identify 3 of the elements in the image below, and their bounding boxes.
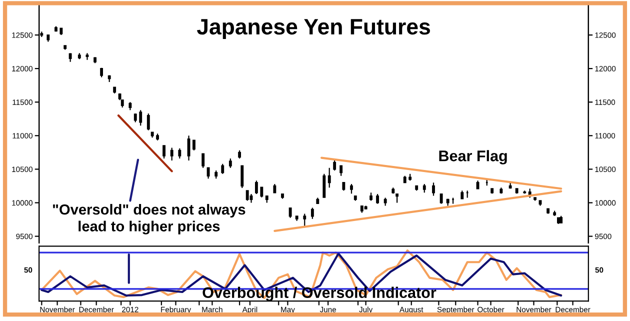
annotation: Bear Flag <box>439 150 507 164</box>
text: Japanese Yen Futures <box>196 19 430 39</box>
annotation: "Oversold" does not always lead to higher prices <box>53 204 246 234</box>
